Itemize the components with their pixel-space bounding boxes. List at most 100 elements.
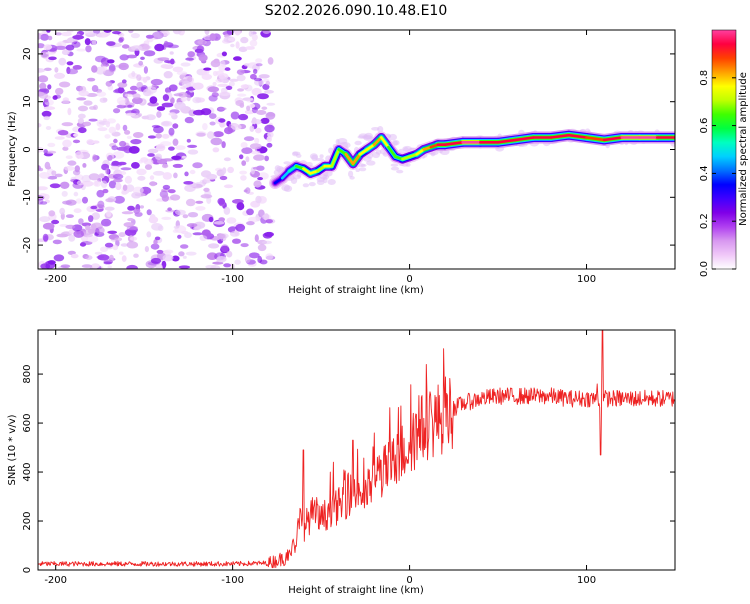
- ridge-halo-blob: [322, 174, 328, 179]
- ridge-segment: [549, 133, 571, 139]
- noise-blob: [65, 214, 74, 219]
- noise-blob: [161, 102, 174, 108]
- noise-blob: [250, 150, 261, 155]
- noise-blob: [39, 216, 51, 223]
- ridge-halo-blob: [390, 163, 399, 167]
- noise-blob: [52, 95, 58, 100]
- noise-blob: [236, 74, 246, 82]
- noise-blob: [85, 255, 93, 260]
- noise-blob: [181, 230, 189, 235]
- noise-blob: [219, 233, 227, 242]
- noise-blob: [103, 30, 112, 33]
- ridge-halo-blob: [302, 183, 310, 188]
- noise-blob: [72, 65, 83, 70]
- noise-blob: [167, 189, 176, 194]
- noise-blob: [46, 30, 51, 33]
- noise-blob: [40, 201, 48, 205]
- snr-frame: [37, 329, 676, 571]
- noise-blob: [57, 130, 69, 136]
- noise-blob: [170, 194, 181, 201]
- noise-blob: [247, 216, 260, 223]
- noise-blob: [113, 195, 125, 204]
- noise-blob: [262, 30, 271, 34]
- noise-blob: [49, 183, 61, 189]
- noise-blob: [156, 106, 166, 111]
- noise-blob: [132, 93, 141, 99]
- noise-blob: [185, 251, 197, 256]
- ridge-halo-blob: [349, 176, 355, 180]
- heatmap-ridge: [269, 126, 675, 193]
- noise-blob: [51, 170, 57, 176]
- noise-blob: [154, 43, 165, 52]
- snr-line-group: [38, 330, 675, 569]
- noise-blob: [152, 31, 164, 40]
- noise-blob: [172, 66, 184, 73]
- noise-blob: [139, 205, 144, 209]
- noise-blob: [224, 67, 231, 71]
- noise-blob: [94, 55, 107, 63]
- noise-blob: [115, 123, 121, 131]
- noise-blob: [42, 233, 49, 242]
- noise-blob: [51, 219, 60, 225]
- noise-blob: [91, 212, 101, 220]
- noise-blob: [61, 122, 74, 127]
- noise-blob: [38, 165, 41, 171]
- noise-blob: [39, 172, 50, 179]
- noise-blob: [170, 58, 175, 65]
- heatmap-ytick-label: -10: [22, 189, 33, 205]
- noise-blob: [126, 264, 138, 269]
- noise-blob: [223, 263, 232, 268]
- noise-blob: [181, 155, 187, 159]
- noise-blob: [150, 243, 160, 250]
- noise-blob: [65, 224, 76, 229]
- noise-blob: [81, 180, 94, 187]
- noise-blob: [249, 103, 256, 108]
- noise-blob: [73, 208, 82, 214]
- noise-blob: [239, 154, 244, 160]
- noise-blob: [74, 174, 84, 181]
- noise-blob: [147, 148, 159, 154]
- noise-blob: [240, 142, 248, 149]
- noise-blob: [54, 72, 65, 79]
- noise-blob: [236, 202, 245, 211]
- noise-blob: [47, 35, 53, 41]
- noise-blob: [155, 133, 162, 139]
- ridge-segment: [387, 145, 397, 158]
- noise-blob: [162, 184, 171, 190]
- snr-xtick-label: -100: [221, 575, 244, 586]
- noise-blob: [249, 125, 255, 132]
- noise-blob: [178, 265, 191, 269]
- noise-blob: [157, 57, 170, 61]
- noise-blob: [168, 112, 176, 116]
- noise-blob: [151, 223, 163, 231]
- noise-blob: [54, 173, 63, 178]
- noise-blob: [73, 230, 84, 238]
- noise-blob: [110, 162, 123, 168]
- noise-blob: [233, 56, 242, 61]
- noise-blob: [245, 187, 251, 194]
- ridge-halo-blob: [354, 140, 362, 146]
- noise-blob: [45, 165, 51, 170]
- noise-blob: [82, 163, 87, 168]
- noise-blob: [203, 187, 210, 192]
- ridge-segment: [351, 153, 362, 166]
- noise-blob: [119, 32, 125, 37]
- noise-blob: [173, 172, 178, 179]
- noise-blob: [173, 93, 184, 97]
- noise-blob: [155, 153, 162, 160]
- noise-blob: [149, 96, 158, 104]
- noise-blob: [91, 263, 100, 269]
- noise-blob: [78, 154, 84, 159]
- noise-blob: [255, 195, 262, 204]
- noise-blob: [85, 45, 92, 53]
- noise-blob: [62, 146, 69, 151]
- noise-blob: [222, 167, 227, 175]
- noise-blob: [254, 127, 262, 134]
- ridge-halo-blob: [390, 166, 400, 171]
- noise-blob: [83, 121, 92, 127]
- noise-blob: [260, 117, 270, 124]
- noise-blob: [42, 193, 50, 201]
- noise-blob: [104, 242, 114, 248]
- noise-blob: [218, 73, 229, 80]
